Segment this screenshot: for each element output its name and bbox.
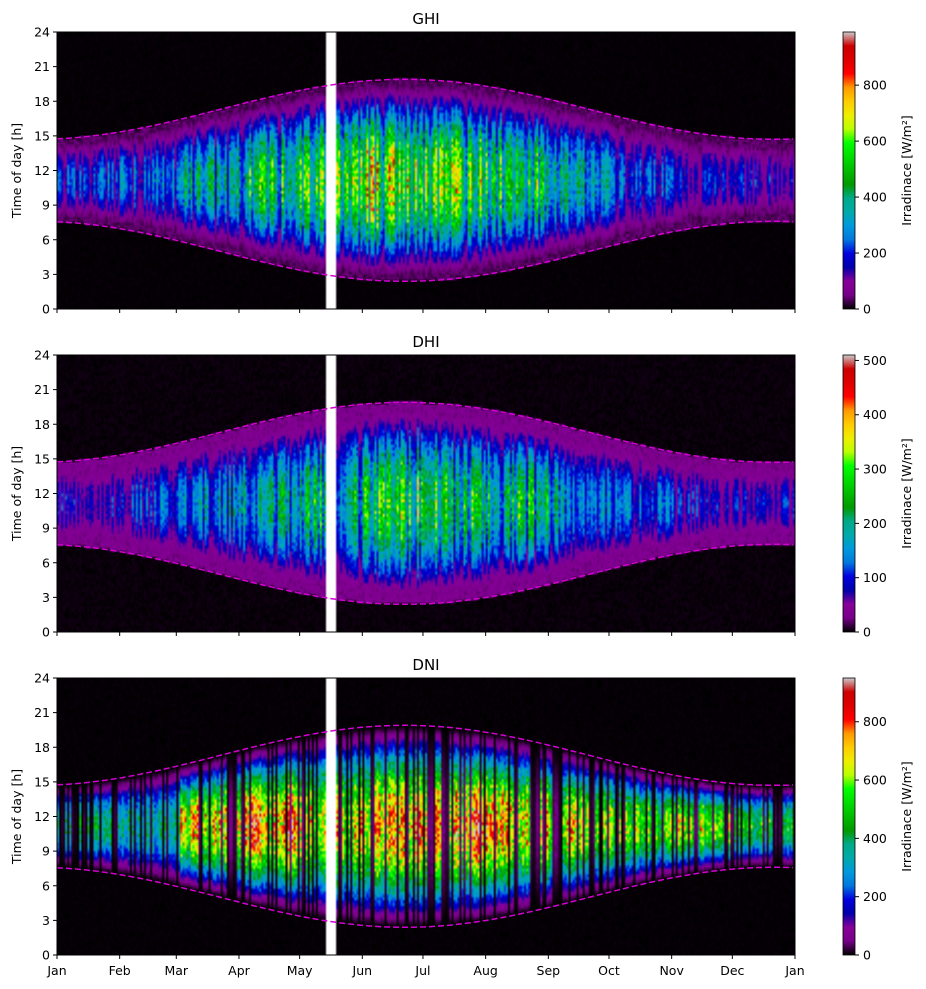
x-tick-label: Jul [414, 963, 430, 978]
colorbar-tick-label: 200 [863, 516, 887, 531]
colorbar-tick-label: 500 [863, 353, 887, 368]
x-tick-label: May [287, 963, 313, 978]
y-tick-label: 24 [34, 348, 50, 363]
y-tick-label: 9 [42, 521, 50, 536]
y-axis-label: Time of day [h] [9, 123, 24, 219]
colorbar-tick-label: 200 [863, 246, 887, 261]
y-tick-label: 12 [34, 486, 50, 501]
x-tick-label: Sep [537, 963, 561, 978]
y-tick-label: 21 [34, 59, 50, 74]
sunrise-curve [56, 866, 794, 929]
colorbar-gradient [842, 354, 856, 633]
y-tick-label: 9 [42, 198, 50, 213]
y-tick-label: 18 [34, 94, 50, 109]
y-axis-label: Time of day [h] [9, 446, 24, 542]
y-axis-label: Time of day [h] [9, 769, 24, 865]
heatmap-raster [57, 678, 795, 955]
colorbar-tick-label: 600 [863, 773, 887, 788]
colorbar-tick-label: 600 [863, 134, 887, 149]
y-tick-label: 3 [42, 913, 50, 928]
colorbar-tick-label: 100 [863, 570, 887, 585]
heatmap-raster [57, 355, 795, 632]
panel-title: DHI [412, 333, 439, 351]
y-tick-label: 15 [34, 774, 50, 789]
y-tick-label: 21 [34, 705, 50, 720]
colorbar-label: Irradinace [W/m²] [899, 761, 914, 871]
panel-dni: DNI 0 3 6 9 12 15 18 21 24 Time of day [h] Jan Feb Ma… [9, 656, 914, 978]
panel-ghi: GHI 0 3 6 9 12 15 18 21 24 Time of day [h] 0 200 400 6… [9, 10, 914, 317]
colorbar-tick-label: 0 [863, 302, 871, 317]
x-tick-label: Jan [784, 963, 804, 978]
colorbar-tick-label: 800 [863, 78, 887, 93]
y-tick-label: 24 [34, 25, 50, 40]
colorbar-gradient [842, 31, 856, 310]
colorbar: 0 100 200 300 400 500 Irradinace [W/m²] [842, 353, 914, 640]
y-tick-label: 24 [34, 671, 50, 686]
y-tick-label: 6 [42, 878, 50, 893]
y-tick-label: 6 [42, 555, 50, 570]
y-tick-label: 3 [42, 590, 50, 605]
y-tick-label: 12 [34, 163, 50, 178]
colorbar-gradient [842, 677, 856, 956]
colorbar-tick-label: 0 [863, 948, 871, 963]
y-tick-label: 21 [34, 382, 50, 397]
panel-title: GHI [412, 10, 439, 28]
colorbar-tick-label: 300 [863, 462, 887, 477]
y-tick-label: 0 [42, 302, 50, 317]
panel-title: DNI [412, 656, 439, 674]
y-tick-label: 6 [42, 232, 50, 247]
panel-dhi: DHI 0 3 6 9 12 15 18 21 24 Time of day [h] 0 100 200 3… [9, 333, 914, 640]
sunset-curve [56, 78, 794, 141]
sunset-curve [56, 724, 794, 787]
y-tick-label: 3 [42, 267, 50, 282]
x-tick-label: Jan [46, 963, 66, 978]
colorbar-tick-label: 400 [863, 831, 887, 846]
colorbar-label: Irradinace [W/m²] [899, 115, 914, 225]
sunrise-curve [56, 543, 794, 606]
x-tick-label: Apr [228, 963, 250, 978]
x-tick-label: Dec [720, 963, 744, 978]
y-tick-label: 0 [42, 625, 50, 640]
colorbar-tick-label: 200 [863, 889, 887, 904]
colorbar: 0 200 400 600 800 Irradinace [W/m²] [842, 31, 914, 317]
colorbar-tick-label: 800 [863, 714, 887, 729]
y-tick-label: 9 [42, 844, 50, 859]
colorbar-tick-label: 0 [863, 625, 871, 640]
x-tick-label: Feb [109, 963, 131, 978]
x-tick-label: Mar [164, 963, 188, 978]
colorbar-tick-label: 400 [863, 190, 887, 205]
y-tick-label: 18 [34, 417, 50, 432]
y-tick-label: 18 [34, 740, 50, 755]
y-tick-label: 12 [34, 809, 50, 824]
x-tick-label: Nov [659, 963, 684, 978]
y-tick-label: 0 [42, 948, 50, 963]
x-tick-label: Aug [473, 963, 497, 978]
x-tick-label: Jun [352, 963, 373, 978]
colorbar-tick-label: 400 [863, 407, 887, 422]
sunrise-curve [56, 220, 794, 283]
colorbar-label: Irradinace [W/m²] [899, 438, 914, 548]
y-tick-label: 15 [34, 128, 50, 143]
colorbar: 0 200 400 600 800 Irradinace [W/m²] [842, 677, 914, 963]
x-tick-label: Oct [598, 963, 620, 978]
y-tick-label: 15 [34, 451, 50, 466]
sunset-curve [56, 401, 794, 464]
heatmap-raster [57, 32, 795, 309]
